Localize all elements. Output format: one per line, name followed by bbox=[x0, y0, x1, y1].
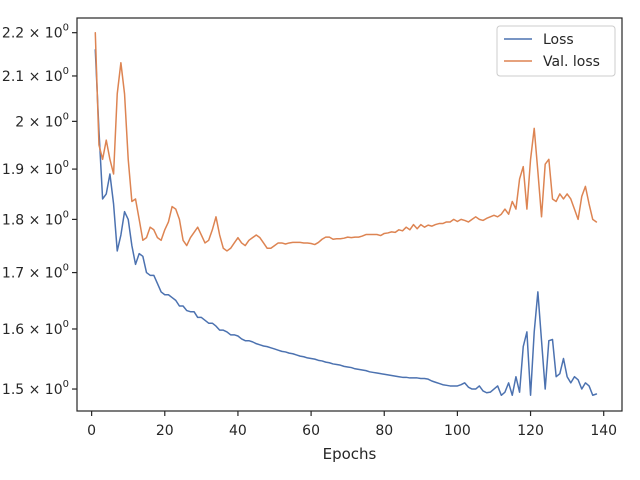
y-tick-label: 2.1 × 100 bbox=[2, 66, 69, 85]
y-tick-label: 1.6 × 100 bbox=[2, 319, 69, 338]
x-tick-label: 20 bbox=[156, 423, 174, 439]
y-tick-label: 1.9 × 100 bbox=[2, 159, 69, 178]
legend-label-1: Val. loss bbox=[543, 54, 600, 70]
x-tick-label: 0 bbox=[87, 423, 96, 439]
legend-label-0: Loss bbox=[543, 32, 574, 48]
x-tick-label: 140 bbox=[590, 423, 617, 439]
y-axis: 1.5 × 100 1.6 × 100 1.7 × 100 1.8 × 100 1.9 … bbox=[2, 23, 77, 398]
y-tick-label: 1.8 × 100 bbox=[2, 209, 69, 228]
plot-frame bbox=[76, 17, 623, 412]
series-layer bbox=[94, 31, 598, 397]
x-tick-label: 80 bbox=[375, 423, 393, 439]
x-tick-label: 40 bbox=[229, 423, 247, 439]
y-tick-label: 2.2 × 100 bbox=[2, 23, 69, 42]
x-tick-label: 100 bbox=[444, 423, 471, 439]
y-tick-label: 1.7 × 100 bbox=[2, 263, 69, 282]
x-axis: 0 20 40 60 80 100 120 140 bbox=[87, 411, 617, 439]
y-tick-label: 2 × 100 bbox=[15, 111, 69, 130]
series-line-0 bbox=[94, 49, 598, 397]
x-axis-label: Epochs bbox=[323, 445, 377, 463]
x-tick-label: 120 bbox=[517, 423, 544, 439]
x-tick-label: 60 bbox=[302, 423, 320, 439]
legend: Loss Val. loss bbox=[496, 25, 616, 77]
series-line-1 bbox=[94, 31, 598, 252]
y-tick-label: 1.5 × 100 bbox=[2, 379, 69, 398]
